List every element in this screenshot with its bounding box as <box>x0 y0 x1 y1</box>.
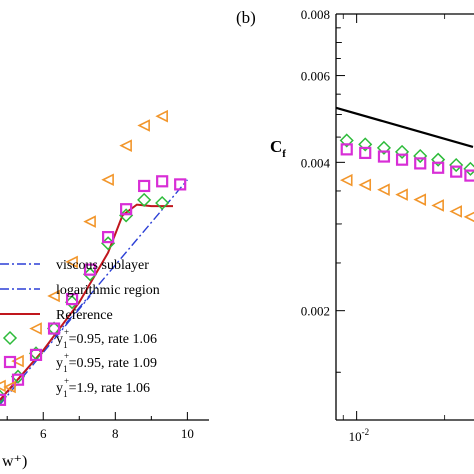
series-2-point <box>432 161 445 174</box>
legend-label-main: y <box>56 356 63 371</box>
legend-label-sup: + <box>64 376 69 386</box>
series-3-point <box>377 183 390 196</box>
series-2-line <box>0 203 173 401</box>
y-axis-label-sub: f <box>282 148 286 160</box>
legend-entry-1-label: logarithmic region <box>56 283 160 298</box>
series-3-point <box>155 195 170 211</box>
legend: viscous sublayer logarithmic region Refere… <box>0 258 160 399</box>
series-1-point <box>376 140 392 155</box>
x-tick-label: 8 <box>112 426 119 441</box>
series-2-point <box>359 146 372 160</box>
series-4-point <box>83 263 97 276</box>
legend-entry-2-label: Reference <box>56 308 113 323</box>
series-4-point <box>29 348 43 361</box>
series-3-point <box>137 192 152 207</box>
x-tick-label: 10 <box>181 426 194 441</box>
x-tick-label-base: 10 <box>349 429 362 444</box>
series-4-point <box>102 231 115 244</box>
y-tick-label: 0.002 <box>301 304 330 319</box>
legend-entry-3-label: y+ 1=0.95, rate 1.06 <box>56 327 157 350</box>
series-1-point <box>431 152 446 167</box>
series-5-point <box>29 322 42 335</box>
series-3-point <box>431 199 444 212</box>
panel-b-skin-friction-chart: (b) 0.002 0.004 0.006 0.008 10-2 Cf <box>236 7 474 444</box>
series-3-point <box>395 188 408 201</box>
series-2-point <box>450 165 463 178</box>
series-1-point <box>449 157 464 173</box>
y-tick-label: 0.006 <box>301 69 331 84</box>
series-5-point <box>11 354 24 368</box>
legend-marker-4 <box>3 355 17 369</box>
legend-entry-4-label: y+ 1=0.95, rate 1.09 <box>56 351 157 374</box>
series-5-point <box>47 289 60 303</box>
series-5-point <box>119 139 132 152</box>
legend-label-sup: + <box>64 327 69 337</box>
series-2-point <box>377 150 391 163</box>
series-4-point <box>11 373 25 386</box>
x-axis-label: w⁺) <box>2 453 27 470</box>
y-axis-label-main: C <box>270 137 282 156</box>
panel-a-log-law-chart: 6 8 10 w⁺) viscous sublayer logarithmic regio… <box>0 109 209 470</box>
series-3-point <box>339 173 353 187</box>
series-5-point <box>83 215 96 228</box>
series-4-point <box>174 178 187 191</box>
series-2-point <box>414 157 427 170</box>
series-1-point <box>358 137 373 152</box>
series-4-point <box>120 203 133 216</box>
legend-entry-5-label: y+ 1=1.9, rate 1.06 <box>56 376 150 399</box>
series-1-line <box>0 179 188 402</box>
legend-label-rest: =0.95, rate 1.09 <box>69 356 157 371</box>
legend-label-rest: =1.9, rate 1.06 <box>69 381 150 396</box>
series-3-point <box>413 193 427 206</box>
series-1-point <box>463 161 474 176</box>
series-4-point <box>47 322 61 335</box>
legend-label-sub: 1 <box>63 364 68 374</box>
series-4-point <box>65 293 79 306</box>
series-5-point <box>101 173 114 187</box>
panel-b-label: (b) <box>236 8 256 27</box>
series-5-point <box>65 255 78 269</box>
legend-label-rest: =0.95, rate 1.06 <box>69 332 157 347</box>
legend-marker-3 <box>2 330 18 346</box>
x-tick-label: 6 <box>40 426 47 441</box>
legend-label-sub: 1 <box>63 340 68 350</box>
series-2-point <box>395 153 409 166</box>
legend-label-main: y <box>56 332 63 347</box>
x-tick-label: 10-2 <box>349 427 370 444</box>
series-5-point <box>137 119 150 132</box>
series-4-point <box>156 175 169 188</box>
series-4-point <box>138 179 151 193</box>
series-2-point <box>464 169 474 182</box>
series-1-point <box>413 148 428 164</box>
y-tick-label: 0.004 <box>301 155 331 170</box>
series-1-point <box>339 133 354 148</box>
legend-label-sub: 1 <box>63 389 68 399</box>
series-3-point <box>358 178 372 192</box>
y-tick-label: 0.008 <box>301 7 330 22</box>
series-2-point <box>340 143 353 156</box>
series-3-point <box>463 211 474 223</box>
y-axis-label: Cf <box>270 137 286 160</box>
series-5-point <box>155 109 168 123</box>
legend-label-sup: + <box>64 351 69 361</box>
series-3-point <box>449 205 462 218</box>
legend-marker-5 <box>3 380 16 394</box>
x-tick-label-exponent: -2 <box>362 427 370 437</box>
legend-label-main: y <box>56 381 63 396</box>
legend-entry-0-label: viscous sublayer <box>56 258 149 273</box>
series-5-point <box>0 379 6 393</box>
series-0-line <box>335 106 474 148</box>
series-1-point <box>394 144 410 159</box>
series-4-point <box>0 393 7 406</box>
